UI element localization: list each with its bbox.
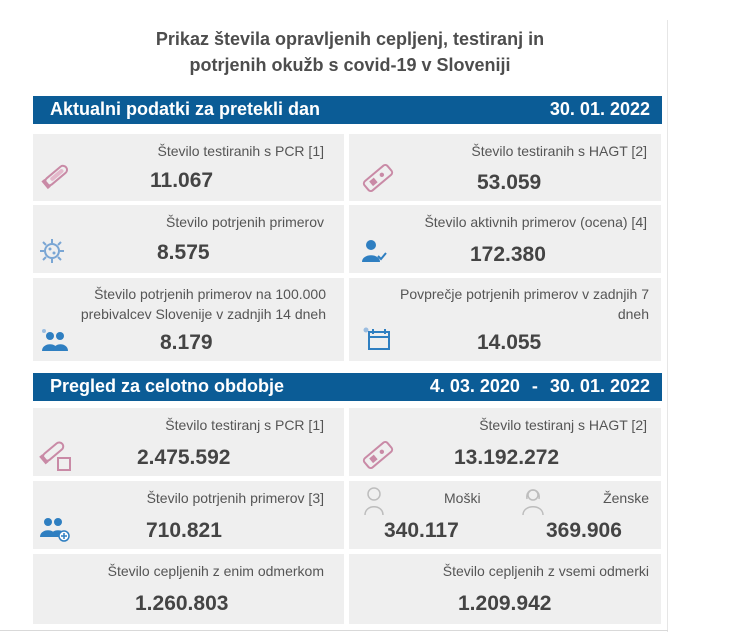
card-label-line-1: Število potrjenih primerov na 100.000 — [94, 286, 326, 302]
card-label-line-2: dneh — [617, 306, 649, 322]
card-value: 710.821 — [146, 519, 222, 542]
card-label: Število cepljenih z enim odmerkom — [107, 563, 324, 579]
card-value: 172.380 — [470, 243, 546, 266]
overall-date-from: 4. 03. 2020 — [429, 376, 520, 396]
card-label: Povprečje potrjenih primerov v zadnjih 7… — [400, 284, 649, 324]
overall-title: Pregled za celotno obdobje — [50, 376, 285, 396]
page-title-line-2: potrjenih okužb s covid-19 v Sloveniji — [189, 55, 511, 75]
card-value: 8.575 — [157, 241, 210, 264]
page-title-line-1: Prikaz števila opravljenih cepljenj, tes… — [155, 29, 545, 49]
dashboard-panel: Prikaz števila opravljenih cepljenj, tes… — [0, 20, 670, 632]
card-vaccinated-one-dose: Število cepljenih z enim odmerkom 1.260.… — [33, 554, 344, 624]
card-label-line-2: prebivalcev Slovenije v zadnjih 14 dneh — [80, 306, 326, 322]
overall-date-to: 30. 01. 2022 — [549, 376, 650, 396]
male-value: 340.117 — [384, 519, 459, 542]
card-label: Število testiranih s PCR [1] — [157, 143, 324, 159]
card-label: Število potrjenih primerov — [166, 214, 324, 230]
card-value: 2.475.592 — [137, 446, 231, 469]
bottom-divider — [0, 630, 668, 631]
card-value: 53.059 — [477, 171, 542, 194]
card-confirmed-total: Število potrjenih primerov [3] 710.821 — [33, 481, 344, 549]
daily-date: 30. 01. 2022 — [549, 99, 650, 119]
card-value: 1.260.803 — [135, 592, 229, 615]
card-label: Število testiranih s HAGT [2] — [471, 143, 647, 159]
card-value: 13.192.272 — [454, 446, 560, 469]
virus-icon — [38, 237, 66, 270]
rapid-test-icon — [361, 438, 395, 477]
person-icon — [361, 238, 387, 269]
card-label: Število aktivnih primerov (ocena) [4] — [424, 214, 647, 230]
card-pcr-total: Število testiranj s PCR [1] 2.475.592 — [33, 408, 344, 476]
overall-date-range: 4. 03. 2020-30. 01. 2022 — [430, 376, 650, 397]
female-value: 369.906 — [546, 519, 622, 542]
card-confirmed-daily: Število potrjenih primerov 8.575 — [33, 205, 344, 273]
page-title: Prikaz števila opravljenih cepljenj, tes… — [30, 26, 670, 78]
card-hagt-daily: Število testiranih s HAGT [2] 53.059 — [349, 134, 661, 201]
card-value: 8.179 — [160, 331, 213, 354]
calendar-icon — [361, 325, 391, 356]
test-tube-icon — [38, 438, 74, 477]
card-gender-total: Moški 340.117 Ženske 369.906 — [349, 481, 661, 549]
overall-header-band: Pregled za celotno obdobje 4. 03. 2020-3… — [33, 373, 662, 401]
card-active-daily: Število aktivnih primerov (ocena) [4] 17… — [349, 205, 661, 273]
card-value: 11.067 — [150, 169, 214, 192]
overall-date-dash: - — [531, 376, 538, 396]
card-per-100k-daily: Število potrjenih primerov na 100.000 pr… — [33, 278, 344, 361]
card-value: 14.055 — [477, 331, 542, 354]
card-label: Število testiranj s PCR [1] — [165, 417, 324, 433]
card-vaccinated-all-doses: Število cepljenih z vsemi odmerki 1.209.… — [349, 554, 661, 624]
card-value: 1.209.942 — [458, 592, 552, 615]
card-label: Število testiranj s HAGT [2] — [479, 417, 647, 433]
female-label: Ženske — [603, 490, 649, 506]
daily-header-band: Aktualni podatki za pretekli dan 30. 01.… — [33, 96, 662, 124]
card-label-line-1: Povprečje potrjenih primerov v zadnjih 7 — [399, 286, 649, 302]
rapid-test-icon — [361, 162, 395, 199]
card-label: Število potrjenih primerov [3] — [146, 490, 324, 506]
card-label: Število potrjenih primerov na 100.000 pr… — [81, 284, 326, 324]
card-hagt-total: Število testiranj s HAGT [2] 13.192.272 — [349, 408, 661, 476]
card-pcr-daily: Število testiranih s PCR [1] 11.067 — [33, 134, 344, 201]
card-label: Število cepljenih z vsemi odmerki — [442, 563, 649, 579]
card-average-daily: Povprečje potrjenih primerov v zadnjih 7… — [349, 278, 661, 361]
people-icon — [38, 327, 74, 358]
test-tube-icon — [38, 162, 74, 197]
man-icon — [363, 485, 385, 522]
daily-title: Aktualni podatki za pretekli dan — [50, 99, 321, 119]
panel-divider — [667, 20, 668, 632]
woman-icon — [521, 485, 545, 522]
people-icon — [38, 515, 72, 548]
male-label: Moški — [444, 490, 481, 506]
